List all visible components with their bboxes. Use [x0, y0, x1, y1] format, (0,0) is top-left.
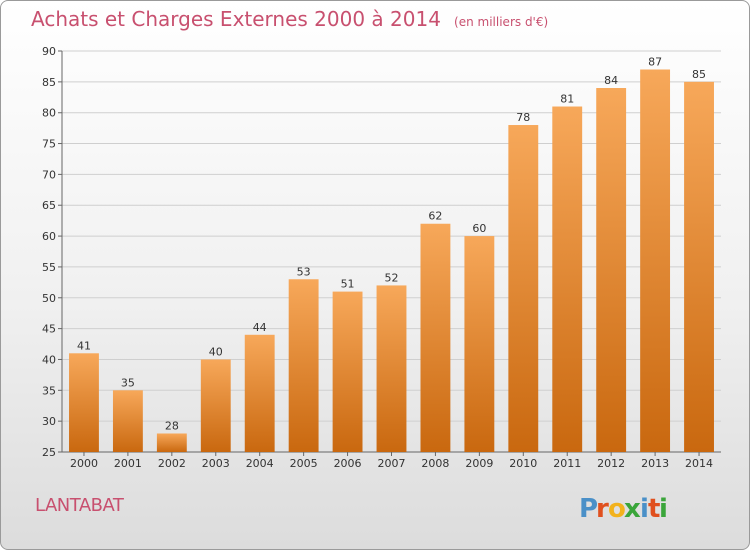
- y-tick-label: 40: [42, 353, 56, 366]
- x-tick-label-2006: 2006: [334, 457, 362, 470]
- label-layer: 41 35 28 40 44 53 51 52 62 60 78 81 84 87 85: [77, 56, 706, 433]
- x-tick-label-2003: 2003: [202, 457, 230, 470]
- bar-2008: [420, 223, 451, 452]
- x-tick-label-2013: 2013: [641, 457, 669, 470]
- y-tick-label: 70: [42, 168, 56, 181]
- value-label-2010: 78: [516, 111, 530, 124]
- place-name: LANTABAT: [35, 495, 124, 516]
- value-label-2011: 81: [560, 93, 574, 106]
- value-label-2012: 84: [604, 74, 618, 87]
- value-label-2004: 44: [253, 321, 267, 334]
- value-label-2007: 52: [385, 271, 399, 284]
- x-tick-label-2001: 2001: [114, 457, 142, 470]
- y-tick-label: 30: [42, 415, 56, 428]
- value-label-2009: 60: [472, 222, 486, 235]
- y-tick-label: 75: [42, 138, 56, 151]
- x-tick-label-2012: 2012: [597, 457, 625, 470]
- bar-2000: [69, 353, 99, 452]
- y-tick-label: 25: [42, 446, 56, 459]
- logo-letter: r: [596, 494, 609, 524]
- x-tick-label-2005: 2005: [290, 457, 318, 470]
- chart-title: Achats et Charges Externes 2000 à 2014: [31, 7, 441, 31]
- axis-layer: 25 30 35 40 45 50 55 60 65 70 75 80 85 90 2000 2001 2002…: [42, 45, 721, 470]
- value-label-2014: 85: [692, 68, 706, 81]
- logo-letter: o: [608, 494, 626, 524]
- x-tick-label-2011: 2011: [553, 457, 581, 470]
- x-tick-label-2004: 2004: [246, 457, 274, 470]
- bar-2005: [288, 279, 319, 452]
- logo-letter: t: [648, 494, 660, 524]
- x-tick-label-2007: 2007: [378, 457, 406, 470]
- x-tick-label-2008: 2008: [421, 457, 449, 470]
- logo-letter: i: [640, 494, 649, 524]
- value-label-2005: 53: [297, 265, 311, 278]
- bar-2009: [464, 236, 495, 452]
- y-tick-label: 45: [42, 323, 56, 336]
- bar-2013: [640, 69, 671, 452]
- y-tick-label: 80: [42, 107, 56, 120]
- bar-2014: [684, 81, 714, 452]
- bar-2012: [596, 88, 627, 452]
- value-label-2000: 41: [77, 339, 91, 352]
- bar-2002: [156, 433, 187, 452]
- y-tick-label: 60: [42, 230, 56, 243]
- value-label-2006: 51: [341, 278, 355, 291]
- logo-letter: P: [579, 494, 598, 524]
- value-label-2002: 28: [165, 419, 179, 432]
- value-label-2003: 40: [209, 345, 223, 358]
- bar-2001: [112, 390, 143, 452]
- x-tick-label-2009: 2009: [465, 457, 493, 470]
- x-tick-label-2014: 2014: [685, 457, 713, 470]
- x-tick-label-2010: 2010: [509, 457, 537, 470]
- y-tick-label: 50: [42, 292, 56, 305]
- proxiti-logo: Pr ox i ti: [579, 494, 668, 524]
- x-tick-label-2002: 2002: [158, 457, 186, 470]
- bar-2011: [552, 106, 583, 453]
- y-tick-label: 35: [42, 384, 56, 397]
- y-tick-label: 55: [42, 261, 56, 274]
- value-label-2008: 62: [428, 210, 442, 223]
- bar-2006: [332, 291, 363, 452]
- y-tick-label: 85: [42, 76, 56, 89]
- y-tick-label: 90: [42, 45, 56, 58]
- title-row: Achats et Charges Externes 2000 à 2014 (…: [31, 7, 548, 31]
- logo-letter: i: [659, 494, 668, 524]
- bar-2004: [244, 334, 275, 452]
- logo-letter: x: [624, 494, 641, 524]
- chart-subtitle: (en milliers d'€): [454, 15, 549, 29]
- bar-2007: [376, 285, 407, 452]
- value-label-2001: 35: [121, 376, 135, 389]
- bar-layer: [69, 69, 714, 453]
- bar-2003: [200, 359, 231, 452]
- x-tick-label-2000: 2000: [70, 457, 98, 470]
- value-label-2013: 87: [648, 56, 662, 69]
- y-tick-label: 65: [42, 199, 56, 212]
- bar-2010: [508, 125, 539, 453]
